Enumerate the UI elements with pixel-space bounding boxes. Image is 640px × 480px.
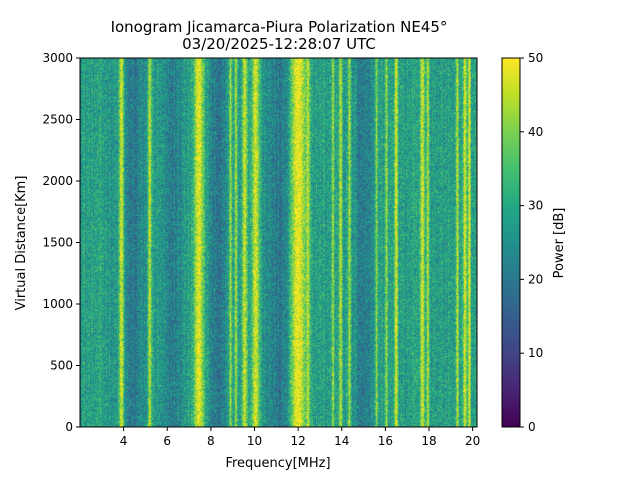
colorbar-tick-label: 30 xyxy=(528,199,543,213)
x-tick-label: 16 xyxy=(378,434,393,448)
y-tick-label: 0 xyxy=(65,420,73,434)
x-axis-label: Frequency[MHz] xyxy=(225,456,330,471)
x-tick-label: 12 xyxy=(290,434,305,448)
y-tick-label: 500 xyxy=(50,359,73,373)
y-axis-ticks: 0 500 1000 1500 2000 2500 3000 xyxy=(42,51,80,434)
x-tick-label: 20 xyxy=(465,434,480,448)
y-tick-label: 3000 xyxy=(42,51,73,65)
x-axis-ticks: 4 6 8 10 12 14 16 18 20 xyxy=(120,427,480,448)
colorbar-tick-label: 20 xyxy=(528,272,543,286)
x-tick-label: 18 xyxy=(421,434,436,448)
ionogram-heatmap xyxy=(80,58,477,427)
colorbar-tick-label: 50 xyxy=(528,51,543,65)
colorbar-label: Power [dB] xyxy=(552,208,567,279)
y-axis-label: Virtual Distance[Km] xyxy=(14,176,29,311)
y-tick-label: 2500 xyxy=(42,113,73,127)
x-tick-label: 10 xyxy=(247,434,262,448)
plot-area xyxy=(79,57,478,428)
x-tick-label: 14 xyxy=(334,434,349,448)
colorbar: 0 10 20 30 40 50 Power [dB] xyxy=(501,51,567,434)
x-tick-label: 6 xyxy=(163,434,171,448)
colorbar-tick-label: 40 xyxy=(528,125,543,139)
colorbar-tick-label: 10 xyxy=(528,346,543,360)
y-tick-label: 1500 xyxy=(42,236,73,250)
chart-title-line-2: 03/20/2025-12:28:07 UTC xyxy=(182,35,376,53)
colorbar-ticks: 0 10 20 30 40 50 xyxy=(520,51,543,434)
colorbar-tick-label: 0 xyxy=(528,420,536,434)
x-tick-label: 8 xyxy=(207,434,215,448)
y-tick-label: 2000 xyxy=(42,174,73,188)
x-tick-label: 4 xyxy=(120,434,128,448)
y-tick-label: 1000 xyxy=(42,297,73,311)
chart-title-line-1: Ionogram Jicamarca-Piura Polarization NE… xyxy=(111,18,448,36)
colorbar-gradient xyxy=(501,57,521,428)
